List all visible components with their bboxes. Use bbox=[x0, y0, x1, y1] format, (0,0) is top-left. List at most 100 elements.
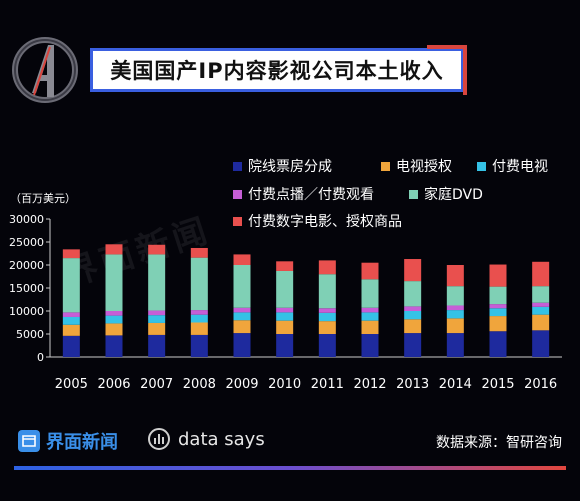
legend-label: 院线票房分成 bbox=[248, 159, 332, 175]
bar-segment bbox=[62, 312, 80, 317]
bar-segment bbox=[148, 244, 166, 255]
legend-label: 电视授权 bbox=[396, 159, 452, 175]
legend-label: 付费电视 bbox=[492, 159, 548, 175]
bar-segment bbox=[276, 320, 294, 334]
bar-segment bbox=[489, 286, 507, 305]
bar-segment bbox=[233, 265, 251, 308]
bar-segment bbox=[489, 308, 507, 317]
legend-swatch bbox=[477, 161, 486, 171]
y-tick-label: 30000 bbox=[9, 213, 44, 226]
bar-segment bbox=[404, 311, 422, 320]
bar-segment bbox=[361, 320, 379, 334]
legend-label: 付费数字电影、授权商品 bbox=[248, 214, 402, 230]
brand-icon bbox=[18, 430, 40, 452]
bar-segment bbox=[276, 261, 294, 271]
legend-item: 电视授权 bbox=[381, 156, 452, 176]
bar-segment bbox=[532, 286, 550, 303]
bar-segment bbox=[446, 305, 464, 311]
legend-item: 家庭DVD bbox=[409, 184, 483, 204]
bar-segment bbox=[62, 324, 80, 336]
bar-segment bbox=[404, 306, 422, 311]
bar-segment bbox=[318, 334, 336, 357]
bar-segment bbox=[148, 334, 166, 357]
bar-segment bbox=[105, 311, 123, 316]
bar-segment bbox=[276, 270, 294, 308]
bar-segment bbox=[489, 304, 507, 309]
x-tick-label: 2014 bbox=[439, 377, 472, 392]
x-tick-label: 2010 bbox=[268, 377, 301, 392]
x-tick-label: 2013 bbox=[396, 377, 429, 392]
bar-segment bbox=[318, 308, 336, 313]
bar-segment bbox=[404, 281, 422, 307]
bar-segment bbox=[105, 335, 123, 357]
x-tick-label: 2011 bbox=[311, 377, 344, 392]
legend-swatch bbox=[409, 189, 418, 199]
bar-segment bbox=[532, 314, 550, 331]
legend-swatch bbox=[233, 161, 242, 171]
bar-segment bbox=[361, 262, 379, 280]
bar-segment bbox=[361, 279, 379, 308]
legend-swatch bbox=[233, 216, 242, 226]
datasays-name: data says bbox=[178, 428, 265, 450]
bar-segment bbox=[318, 321, 336, 334]
bar-segment bbox=[446, 310, 464, 319]
data-source: 数据来源：智研咨询 bbox=[436, 435, 562, 451]
bar-segment bbox=[404, 319, 422, 334]
bar-segment bbox=[62, 249, 80, 259]
x-tick-label: 2008 bbox=[183, 377, 216, 392]
chart-title: 美国国产IP内容影视公司本土收入 bbox=[110, 59, 444, 83]
bar-segment bbox=[233, 333, 251, 357]
bar-segment bbox=[105, 254, 123, 311]
bar-segment bbox=[105, 315, 123, 324]
y-tick-label: 0 bbox=[37, 351, 44, 364]
bar-segment bbox=[318, 274, 336, 309]
legend-item: 付费数字电影、授权商品 bbox=[233, 211, 402, 231]
bar-segment bbox=[233, 254, 251, 265]
x-tick-label: 2007 bbox=[140, 377, 173, 392]
legend-swatch bbox=[381, 161, 390, 171]
x-tick-label: 2009 bbox=[225, 377, 258, 392]
bar-segment bbox=[190, 322, 208, 335]
legend-swatch bbox=[233, 189, 242, 199]
brand-name: 界面新闻 bbox=[46, 432, 118, 453]
bar-segment bbox=[318, 312, 336, 322]
chart-title-box: 美国国产IP内容影视公司本土收入 bbox=[90, 45, 467, 95]
legend-item: 院线票房分成 bbox=[233, 156, 332, 176]
y-tick-label: 5000 bbox=[16, 328, 44, 341]
bar-segment bbox=[361, 334, 379, 357]
legend-label: 付费点播／付费观看 bbox=[248, 187, 374, 203]
bar-segment bbox=[190, 257, 208, 311]
y-axis-unit: （百万美元） bbox=[10, 192, 76, 205]
bar-segment bbox=[148, 310, 166, 316]
bar-segment bbox=[148, 322, 166, 335]
x-tick-label: 2005 bbox=[55, 377, 88, 392]
x-tick-label: 2012 bbox=[353, 377, 386, 392]
bar-segment bbox=[190, 334, 208, 357]
avengers-logo-icon bbox=[12, 37, 78, 103]
legend-item: 付费电视 bbox=[477, 156, 548, 176]
bar-segment bbox=[489, 316, 507, 332]
bar-segment bbox=[105, 244, 123, 255]
bar-segment bbox=[404, 333, 422, 357]
bar-segment bbox=[148, 254, 166, 311]
bar-segment bbox=[532, 306, 550, 315]
bar-segment bbox=[446, 333, 464, 357]
x-tick-label: 2015 bbox=[481, 377, 514, 392]
bar-segment bbox=[446, 265, 464, 287]
bar-segment bbox=[190, 314, 208, 323]
y-tick-label: 20000 bbox=[9, 259, 44, 272]
bar-segment bbox=[190, 247, 208, 258]
bar-segment bbox=[532, 302, 550, 307]
bar-segment bbox=[361, 312, 379, 321]
x-tick-label: 2006 bbox=[97, 377, 130, 392]
bar-segment bbox=[62, 258, 80, 313]
bar-segment bbox=[233, 320, 251, 334]
bar-segment bbox=[148, 315, 166, 323]
bar-segment bbox=[404, 259, 422, 282]
brand-logo: 界面新闻 bbox=[18, 428, 118, 454]
bar-segment bbox=[233, 312, 251, 321]
bar-segment bbox=[105, 323, 123, 336]
bar-segment bbox=[446, 318, 464, 334]
y-tick-label: 25000 bbox=[9, 236, 44, 249]
datasays-logo: data says bbox=[148, 428, 265, 450]
